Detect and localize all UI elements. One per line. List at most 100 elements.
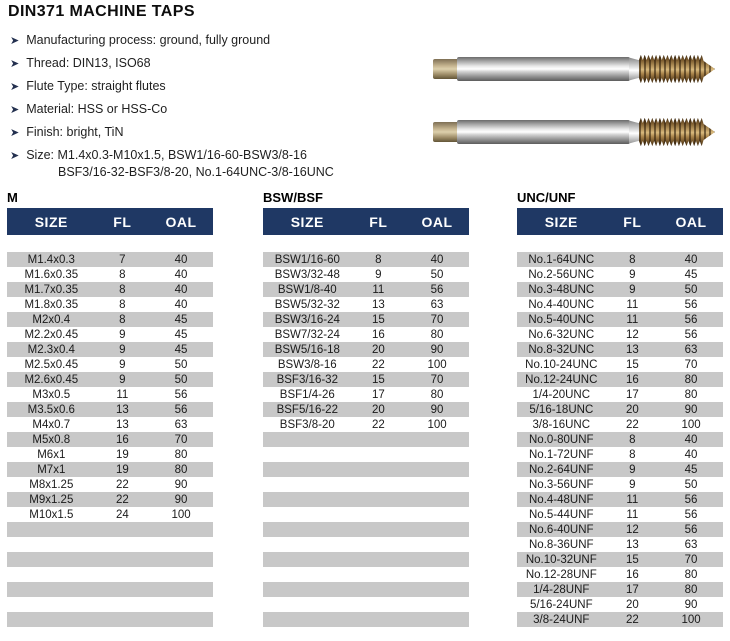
table-row: No.3-48UNC 9 50: [517, 282, 723, 297]
table-cell: 8: [629, 253, 636, 266]
table-row: BSF3/16-32 15 70: [263, 372, 469, 387]
table-row: No.10-32UNF 15 70: [517, 552, 723, 567]
table-cell: 100: [171, 508, 191, 521]
table-row: M1.8x0.35 8 40: [7, 297, 213, 312]
table-cell: 8: [119, 283, 126, 296]
table-row: [7, 612, 213, 627]
table-cell: 7: [119, 253, 126, 266]
table-cell: 40: [174, 253, 188, 266]
table-row: BSW1/8-40 11 56: [263, 282, 469, 297]
table-cell: 22: [371, 418, 385, 431]
table-cell: 1/4-28UNF: [533, 583, 590, 596]
table-row: [263, 552, 469, 567]
table-row: No.3-56UNF 9 50: [517, 477, 723, 492]
arrow-bullet-icon: ➤: [10, 150, 20, 162]
table-row: [263, 447, 469, 462]
arrow-bullet-icon: ➤: [10, 58, 20, 70]
table-row: M5x0.8 16 70: [7, 432, 213, 447]
table-row: BSW3/32-48 9 50: [263, 267, 469, 282]
machine-tap-image: [433, 116, 715, 148]
table-cell: 17: [625, 388, 639, 401]
table-cell: 63: [174, 418, 188, 431]
table-cell: No.10-24UNC: [525, 358, 598, 371]
table-cell: 13: [115, 418, 129, 431]
table-cell: 9: [119, 358, 126, 371]
table-row: No.0-80UNF 8 40: [517, 432, 723, 447]
table-cell: M2.2x0.45: [24, 328, 79, 341]
table-cell: BSF3/8-20: [279, 418, 335, 431]
table-cell: No.5-40UNC: [528, 313, 595, 326]
tap-shank: [457, 57, 630, 81]
column-header-fl: FL: [623, 213, 642, 230]
table-row: BSW5/16-18 20 90: [263, 342, 469, 357]
tap-shank: [457, 120, 630, 144]
table-cell: BSW5/32-32: [274, 298, 340, 311]
table-row: M2.3x0.4 9 45: [7, 342, 213, 357]
table-cell: 20: [371, 403, 385, 416]
table-cell: 50: [174, 358, 188, 371]
table-cell: 80: [174, 448, 188, 461]
table-row: [7, 537, 213, 552]
table-row: [263, 462, 469, 477]
table-cell: 16: [115, 433, 129, 446]
table-row: 3/8-16UNC 22 100: [517, 417, 723, 432]
table-rows: M1.4x0.3 7 40 M1.6x0.35 8 40 M1.7x0.35 8 40 M1.8x…: [7, 252, 213, 627]
table-cell: 16: [625, 568, 639, 581]
table-cell: 15: [625, 358, 639, 371]
table-cell: M1.7x0.35: [24, 283, 79, 296]
table-cell: 15: [371, 373, 385, 386]
table-cell: M3.5x0.6: [27, 403, 75, 416]
table-cell: 100: [427, 418, 447, 431]
table-cell: 5/16-18UNC: [529, 403, 594, 416]
table-cell: 8: [119, 298, 126, 311]
table-cell: 12: [625, 328, 639, 341]
tap-square-shank-end: [433, 59, 459, 79]
table-cell: 9: [119, 373, 126, 386]
table-row: BSW7/32-24 16 80: [263, 327, 469, 342]
table-cell: 13: [625, 343, 639, 356]
feature-item: ➤ Manufacturing process: ground, fully gr…: [10, 33, 334, 48]
table-row: M2.6x0.45 9 50: [7, 372, 213, 387]
table-cell: 40: [684, 448, 698, 461]
table-cell: 90: [174, 493, 188, 506]
tap-threaded-tip: [639, 54, 715, 84]
table-row: No.4-40UNC 11 56: [517, 297, 723, 312]
column-header-fl: FL: [369, 213, 388, 230]
table-cell: No.12-28UNF: [525, 568, 597, 581]
table-cell: 80: [684, 388, 698, 401]
table-cell: 3/8-24UNF: [533, 613, 590, 626]
table-row: No.8-32UNC 13 63: [517, 342, 723, 357]
table-cell: 17: [371, 388, 385, 401]
table-cell: 56: [174, 388, 188, 401]
table-cell: M6x1: [37, 448, 66, 461]
table-cell: BSW1/16-60: [274, 253, 340, 266]
table-row: M1.7x0.35 8 40: [7, 282, 213, 297]
table-cell: 80: [684, 373, 698, 386]
table-cell: 40: [684, 253, 698, 266]
column-header-fl: FL: [113, 213, 132, 230]
table-cell: 9: [119, 343, 126, 356]
table-row: BSW1/16-60 8 40: [263, 252, 469, 267]
table-cell: 3/8-16UNC: [532, 418, 591, 431]
table-row: No.10-24UNC 15 70: [517, 357, 723, 372]
table-cell: 22: [625, 418, 639, 431]
table-row: [7, 597, 213, 612]
table-row: BSW3/16-24 15 70: [263, 312, 469, 327]
table-row: No.6-32UNC 12 56: [517, 327, 723, 342]
table-cell: No.4-40UNC: [528, 298, 595, 311]
table-row: 3/8-24UNF 22 100: [517, 612, 723, 627]
table-row: 1/4-28UNF 17 80: [517, 582, 723, 597]
table-header: SIZE FL OAL: [7, 208, 213, 235]
table-row: No.2-64UNF 9 45: [517, 462, 723, 477]
table-cell: BSW3/16-24: [274, 313, 340, 326]
table-cell: 1/4-20UNC: [532, 388, 591, 401]
table-cell: No.2-64UNF: [529, 463, 594, 476]
table-row: No.12-24UNC 16 80: [517, 372, 723, 387]
table-cell: 9: [629, 283, 636, 296]
table-cell: 40: [684, 433, 698, 446]
table-row: [263, 522, 469, 537]
table-cell: No.1-72UNF: [529, 448, 594, 461]
table-cell: 90: [430, 403, 444, 416]
table-cell: BSF3/16-32: [276, 373, 338, 386]
